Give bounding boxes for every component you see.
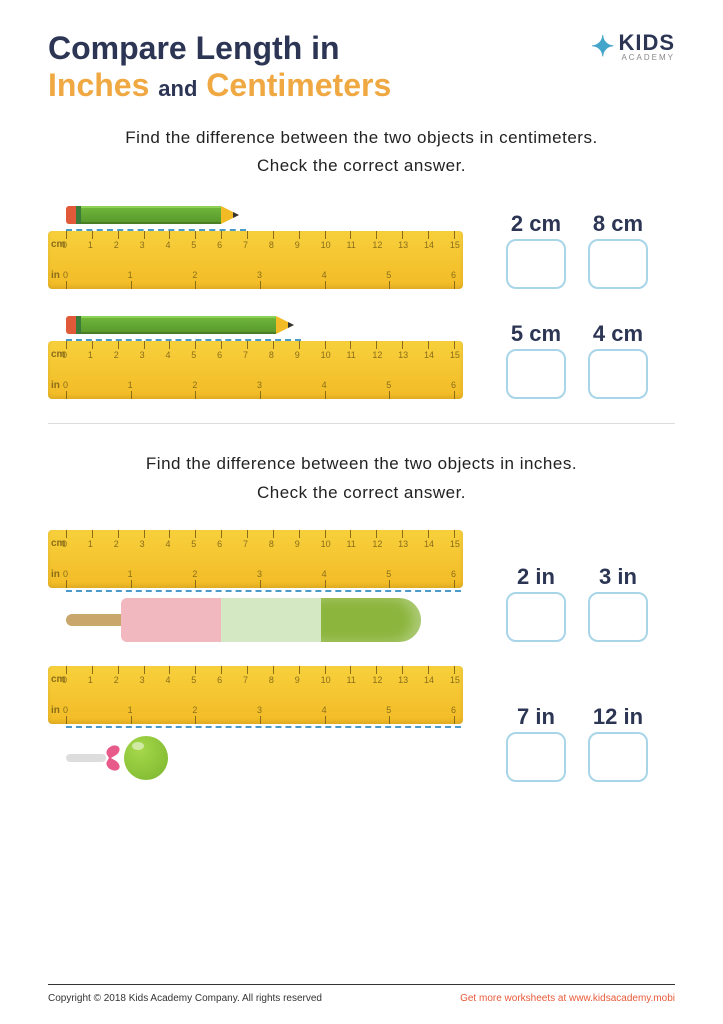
title-and: and (158, 76, 197, 101)
footer: Copyright © 2018 Kids Academy Company. A… (48, 984, 675, 1004)
answer-checkbox-7in[interactable] (506, 732, 566, 782)
answers-row-4: 7 in 12 in (506, 704, 648, 782)
answers-row-3: 2 in 3 in (506, 564, 648, 642)
answer-label: 5 cm (511, 321, 561, 347)
ruler-1: cmin01234567891011121314150123456 (48, 231, 463, 289)
exercise-row-4: cmin01234567891011121314150123456 7 in 1… (48, 666, 675, 782)
ruler-3: cmin01234567891011121314150123456 (48, 530, 463, 588)
answers-row-2: 5 cm 4 cm (506, 321, 648, 399)
instructions-line-1: Find the difference between the two obje… (48, 450, 675, 479)
ruler-area-2: cmin01234567891011121314150123456 (48, 313, 478, 399)
section-divider (48, 423, 675, 424)
answer-label: 7 in (517, 704, 555, 730)
copyright-text: Copyright © 2018 Kids Academy Company. A… (48, 993, 322, 1004)
ruler-area-1: cmin01234567891011121314150123456 (48, 203, 478, 289)
dash-line (66, 726, 461, 728)
lollipop (66, 734, 478, 782)
answer-label: 2 cm (511, 211, 561, 237)
answer-checkbox-2cm[interactable] (506, 239, 566, 289)
ruler-4: cmin01234567891011121314150123456 (48, 666, 463, 724)
title-centimeters: Centimeters (206, 67, 391, 103)
pencil-long (66, 313, 478, 337)
answer-checkbox-4cm[interactable] (588, 349, 648, 399)
answer-label: 12 in (593, 704, 643, 730)
logo-splash-icon: ✦ (591, 30, 614, 63)
answer-checkbox-5cm[interactable] (506, 349, 566, 399)
dash-line (66, 590, 461, 592)
answer-label: 3 in (599, 564, 637, 590)
answer-checkbox-12in[interactable] (588, 732, 648, 782)
instructions-line-1: Find the difference between the two obje… (48, 124, 675, 153)
section1-instructions: Find the difference between the two obje… (48, 124, 675, 182)
header: Compare Length in Inches and Centimeters… (48, 30, 675, 104)
title-line-1: Compare Length in (48, 30, 391, 67)
section2-instructions: Find the difference between the two obje… (48, 450, 675, 508)
answer-label: 8 cm (593, 211, 643, 237)
logo-text: KIDS ACADEMY (618, 32, 675, 62)
answer-checkbox-8cm[interactable] (588, 239, 648, 289)
ruler-area-4: cmin01234567891011121314150123456 (48, 666, 478, 782)
ruler-2: cmin01234567891011121314150123456 (48, 341, 463, 399)
logo-brand: KIDS (618, 32, 675, 54)
instructions-line-2: Check the correct answer. (48, 152, 675, 181)
answer-checkbox-3in[interactable] (588, 592, 648, 642)
exercise-row-3: cmin01234567891011121314150123456 2 in 3… (48, 530, 675, 642)
ruler-area-3: cmin01234567891011121314150123456 (48, 530, 478, 642)
answer-checkbox-2in[interactable] (506, 592, 566, 642)
answer-label: 2 in (517, 564, 555, 590)
logo-sub: ACADEMY (618, 54, 675, 62)
title-line-2: Inches and Centimeters (48, 67, 391, 104)
more-worksheets-link: Get more worksheets at www.kidsacademy.m… (460, 993, 675, 1004)
popsicle (66, 598, 478, 642)
title-inches: Inches (48, 67, 149, 103)
exercise-row-2: cmin01234567891011121314150123456 5 cm 4… (48, 313, 675, 399)
logo: ✦ KIDS ACADEMY (591, 30, 675, 63)
pencil-short (66, 203, 478, 227)
exercise-row-1: cmin01234567891011121314150123456 2 cm 8… (48, 203, 675, 289)
instructions-line-2: Check the correct answer. (48, 479, 675, 508)
page-title: Compare Length in Inches and Centimeters (48, 30, 391, 104)
answers-row-1: 2 cm 8 cm (506, 211, 648, 289)
answer-label: 4 cm (593, 321, 643, 347)
